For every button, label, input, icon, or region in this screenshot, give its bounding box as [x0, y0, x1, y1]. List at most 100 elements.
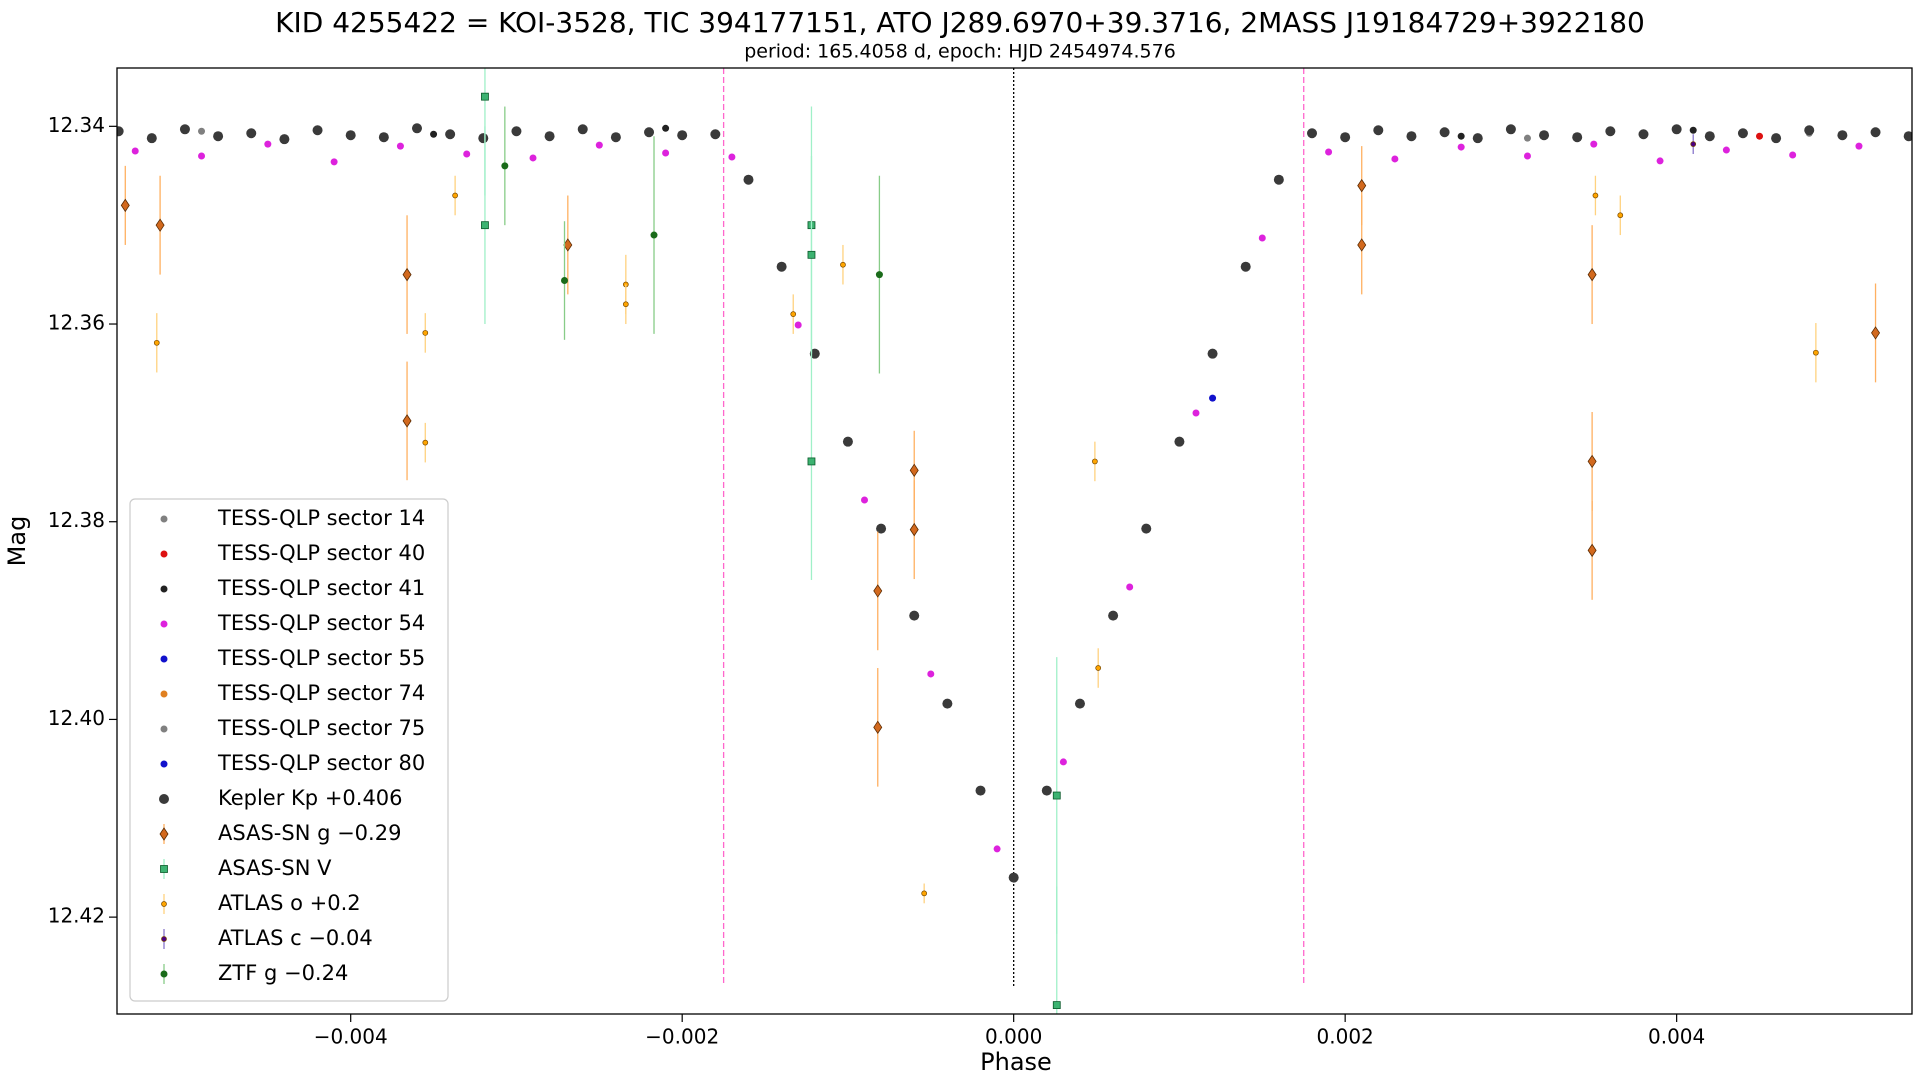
data-point	[1041, 785, 1052, 796]
data-point	[452, 192, 458, 199]
data-point	[1871, 326, 1881, 340]
data-point	[1587, 543, 1597, 558]
data-point	[1095, 665, 1102, 671]
data-point	[875, 271, 883, 279]
plot-frame	[116, 67, 1913, 1015]
data-point	[677, 130, 688, 141]
data-point	[1638, 129, 1649, 140]
data-point	[312, 125, 323, 136]
data-point	[662, 149, 670, 157]
legend-marker	[160, 550, 168, 558]
data-point	[622, 301, 629, 308]
data-point	[1756, 132, 1764, 140]
data-point	[1572, 132, 1583, 143]
legend-label: TESS-QLP sector 55	[217, 646, 425, 670]
data-point	[909, 610, 920, 621]
data-point	[1472, 133, 1483, 144]
data-point	[807, 250, 816, 259]
data-point	[1457, 132, 1465, 140]
data-point	[1722, 146, 1730, 154]
data-point	[942, 698, 953, 709]
legend-marker	[160, 515, 168, 523]
data-point	[422, 439, 429, 446]
data-point	[921, 890, 928, 897]
data-point	[246, 128, 257, 139]
data-point	[1340, 132, 1351, 143]
data-point	[1804, 125, 1815, 136]
data-point	[1523, 134, 1531, 142]
data-point	[975, 785, 986, 796]
data-point	[445, 129, 456, 140]
legend-label: TESS-QLP sector 80	[217, 751, 425, 775]
data-point	[478, 133, 489, 144]
data-point	[650, 231, 658, 239]
y-tick-label: 12.40	[48, 706, 105, 730]
data-point	[873, 584, 883, 598]
data-point	[1373, 125, 1384, 136]
data-point	[1813, 349, 1819, 356]
data-point	[861, 496, 869, 504]
plot-area	[117, 68, 1912, 1014]
data-point	[378, 132, 389, 143]
data-point	[1690, 141, 1697, 147]
data-point	[1617, 212, 1624, 219]
data-point	[577, 124, 588, 135]
data-point	[1457, 143, 1465, 151]
legend-label: TESS-QLP sector 54	[217, 611, 425, 635]
data-point	[1108, 610, 1119, 621]
data-point	[1357, 238, 1367, 252]
data-point	[1587, 454, 1597, 469]
data-point	[1587, 267, 1597, 282]
legend-marker	[160, 690, 168, 698]
data-point	[873, 720, 883, 735]
data-point	[481, 221, 489, 230]
legend-marker	[160, 760, 168, 768]
data-point	[662, 124, 670, 132]
data-point	[1406, 131, 1417, 142]
data-point	[876, 523, 887, 534]
legend-label: TESS-QLP sector 40	[217, 541, 425, 565]
data-point	[595, 141, 603, 149]
y-tick-label: 12.36	[48, 311, 105, 335]
legend-marker	[159, 794, 169, 804]
data-point	[411, 123, 422, 134]
data-point	[430, 130, 438, 138]
data-point	[120, 198, 130, 213]
legend-label: ASAS-SN g −0.29	[218, 821, 401, 845]
data-point	[561, 277, 569, 285]
data-point	[1789, 151, 1797, 159]
data-point	[1209, 394, 1217, 402]
legend-label: ATLAS o +0.2	[218, 891, 361, 915]
legend-label: TESS-QLP sector 74	[217, 681, 425, 705]
data-point	[1258, 234, 1266, 242]
data-point	[153, 339, 160, 346]
legend-label: TESS-QLP sector 14	[217, 506, 425, 530]
y-axis-label: Mag	[3, 516, 31, 567]
legend-label: ATLAS c −0.04	[218, 926, 373, 950]
data-point	[463, 150, 471, 158]
data-point	[511, 126, 522, 137]
data-point	[1837, 130, 1848, 141]
legend-marker	[160, 655, 168, 663]
data-point	[1273, 174, 1284, 185]
data-point	[529, 154, 537, 162]
legend-box	[129, 498, 449, 1002]
data-point	[1903, 131, 1912, 142]
y-tick-label: 12.38	[48, 508, 105, 532]
data-point	[1307, 128, 1318, 139]
data-point	[279, 134, 290, 145]
data-point	[1174, 436, 1185, 447]
data-point	[146, 133, 157, 144]
data-point	[264, 140, 272, 148]
data-point	[1523, 152, 1531, 160]
data-point	[330, 158, 338, 166]
data-point	[501, 162, 509, 170]
data-point	[402, 414, 412, 428]
data-point	[1771, 133, 1782, 144]
legend-marker	[160, 620, 168, 628]
chart-subtitle: period: 165.4058 d, epoch: HJD 2454974.5…	[744, 41, 1176, 63]
y-tick-label: 12.42	[48, 904, 105, 928]
data-point	[1008, 872, 1019, 883]
data-point	[610, 132, 621, 143]
